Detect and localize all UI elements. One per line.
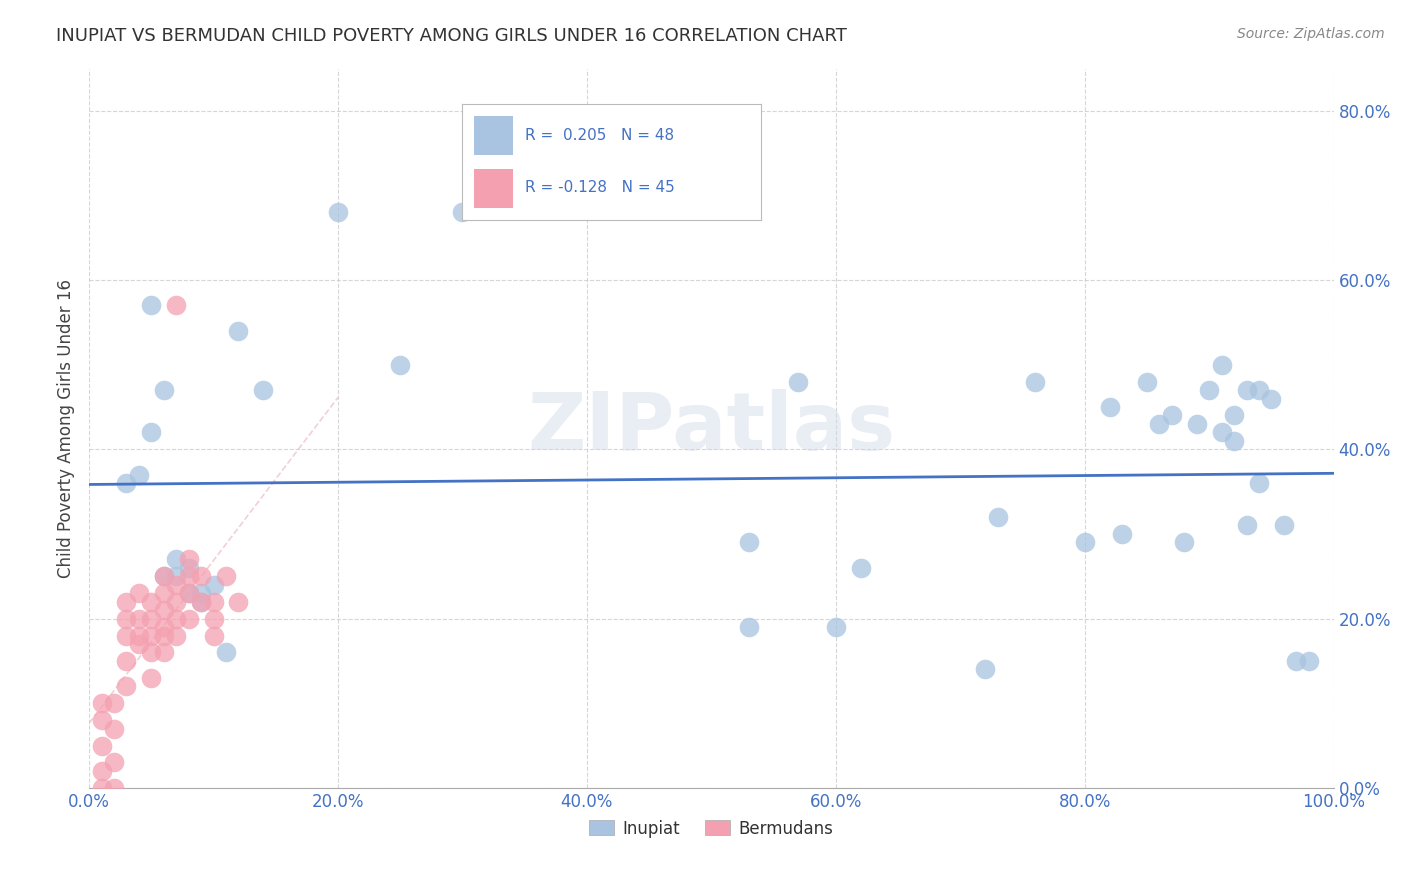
Point	[90, 780, 112, 795]
Point	[737, 535, 759, 549]
Text: Source: ZipAtlas.com: Source: ZipAtlas.com	[1237, 27, 1385, 41]
Point	[165, 578, 187, 592]
Point	[165, 595, 187, 609]
Point	[141, 611, 163, 625]
Point	[128, 586, 150, 600]
Point	[190, 595, 212, 609]
Point	[165, 552, 187, 566]
Point	[115, 611, 138, 625]
Point	[128, 628, 150, 642]
Y-axis label: Child Poverty Among Girls Under 16: Child Poverty Among Girls Under 16	[58, 278, 75, 578]
Point	[152, 586, 174, 600]
Point	[389, 358, 412, 372]
Point	[152, 569, 174, 583]
Point	[1173, 535, 1195, 549]
Point	[1260, 392, 1282, 406]
Point	[90, 739, 112, 753]
Point	[974, 662, 997, 676]
Point	[177, 561, 200, 575]
Point	[115, 679, 138, 693]
Point	[141, 595, 163, 609]
Text: ZIPatlas: ZIPatlas	[527, 389, 896, 467]
Point	[115, 476, 138, 491]
Point	[202, 578, 225, 592]
Point	[1098, 400, 1121, 414]
Point	[1111, 527, 1133, 541]
Point	[1236, 383, 1258, 397]
Point	[165, 569, 187, 583]
Point	[1160, 409, 1182, 423]
Point	[90, 696, 112, 710]
Point	[849, 561, 872, 575]
Point	[141, 671, 163, 685]
Text: INUPIAT VS BERMUDAN CHILD POVERTY AMONG GIRLS UNDER 16 CORRELATION CHART: INUPIAT VS BERMUDAN CHILD POVERTY AMONG …	[56, 27, 846, 45]
Point	[115, 654, 138, 668]
Point	[177, 586, 200, 600]
Point	[152, 645, 174, 659]
Point	[1198, 383, 1220, 397]
Point	[1247, 383, 1270, 397]
Point	[252, 383, 274, 397]
Point	[987, 510, 1010, 524]
Point	[1285, 654, 1308, 668]
Point	[90, 764, 112, 778]
Point	[1211, 425, 1233, 440]
Point	[1223, 409, 1246, 423]
Point	[1136, 375, 1159, 389]
Point	[128, 611, 150, 625]
Point	[1024, 375, 1046, 389]
Point	[190, 595, 212, 609]
Point	[177, 569, 200, 583]
Point	[202, 611, 225, 625]
Point	[1272, 518, 1295, 533]
Point	[165, 611, 187, 625]
Point	[228, 595, 250, 609]
Point	[128, 637, 150, 651]
Point	[165, 628, 187, 642]
Point	[202, 628, 225, 642]
Point	[152, 620, 174, 634]
Point	[1185, 417, 1208, 431]
Point	[152, 628, 174, 642]
Point	[215, 645, 238, 659]
Point	[141, 628, 163, 642]
Point	[152, 569, 174, 583]
Point	[228, 324, 250, 338]
Point	[202, 595, 225, 609]
Point	[190, 586, 212, 600]
Point	[103, 696, 125, 710]
Legend: Inupiat, Bermudans: Inupiat, Bermudans	[582, 813, 841, 844]
Point	[141, 425, 163, 440]
Point	[90, 713, 112, 727]
Point	[152, 603, 174, 617]
Point	[1236, 518, 1258, 533]
Point	[326, 205, 349, 219]
Point	[128, 467, 150, 482]
Point	[190, 569, 212, 583]
Point	[141, 645, 163, 659]
Point	[737, 620, 759, 634]
Point	[152, 383, 174, 397]
Point	[103, 722, 125, 736]
Point	[787, 375, 810, 389]
Point	[1247, 476, 1270, 491]
Point	[177, 611, 200, 625]
Point	[115, 628, 138, 642]
Point	[1223, 434, 1246, 448]
Point	[103, 780, 125, 795]
Point	[165, 298, 187, 312]
Point	[1211, 358, 1233, 372]
Point	[177, 586, 200, 600]
Point	[1149, 417, 1171, 431]
Point	[141, 298, 163, 312]
Point	[1298, 654, 1320, 668]
Point	[103, 756, 125, 770]
Point	[177, 552, 200, 566]
Point	[215, 569, 238, 583]
Point	[115, 595, 138, 609]
Point	[1073, 535, 1095, 549]
Point	[824, 620, 846, 634]
Point	[451, 205, 474, 219]
